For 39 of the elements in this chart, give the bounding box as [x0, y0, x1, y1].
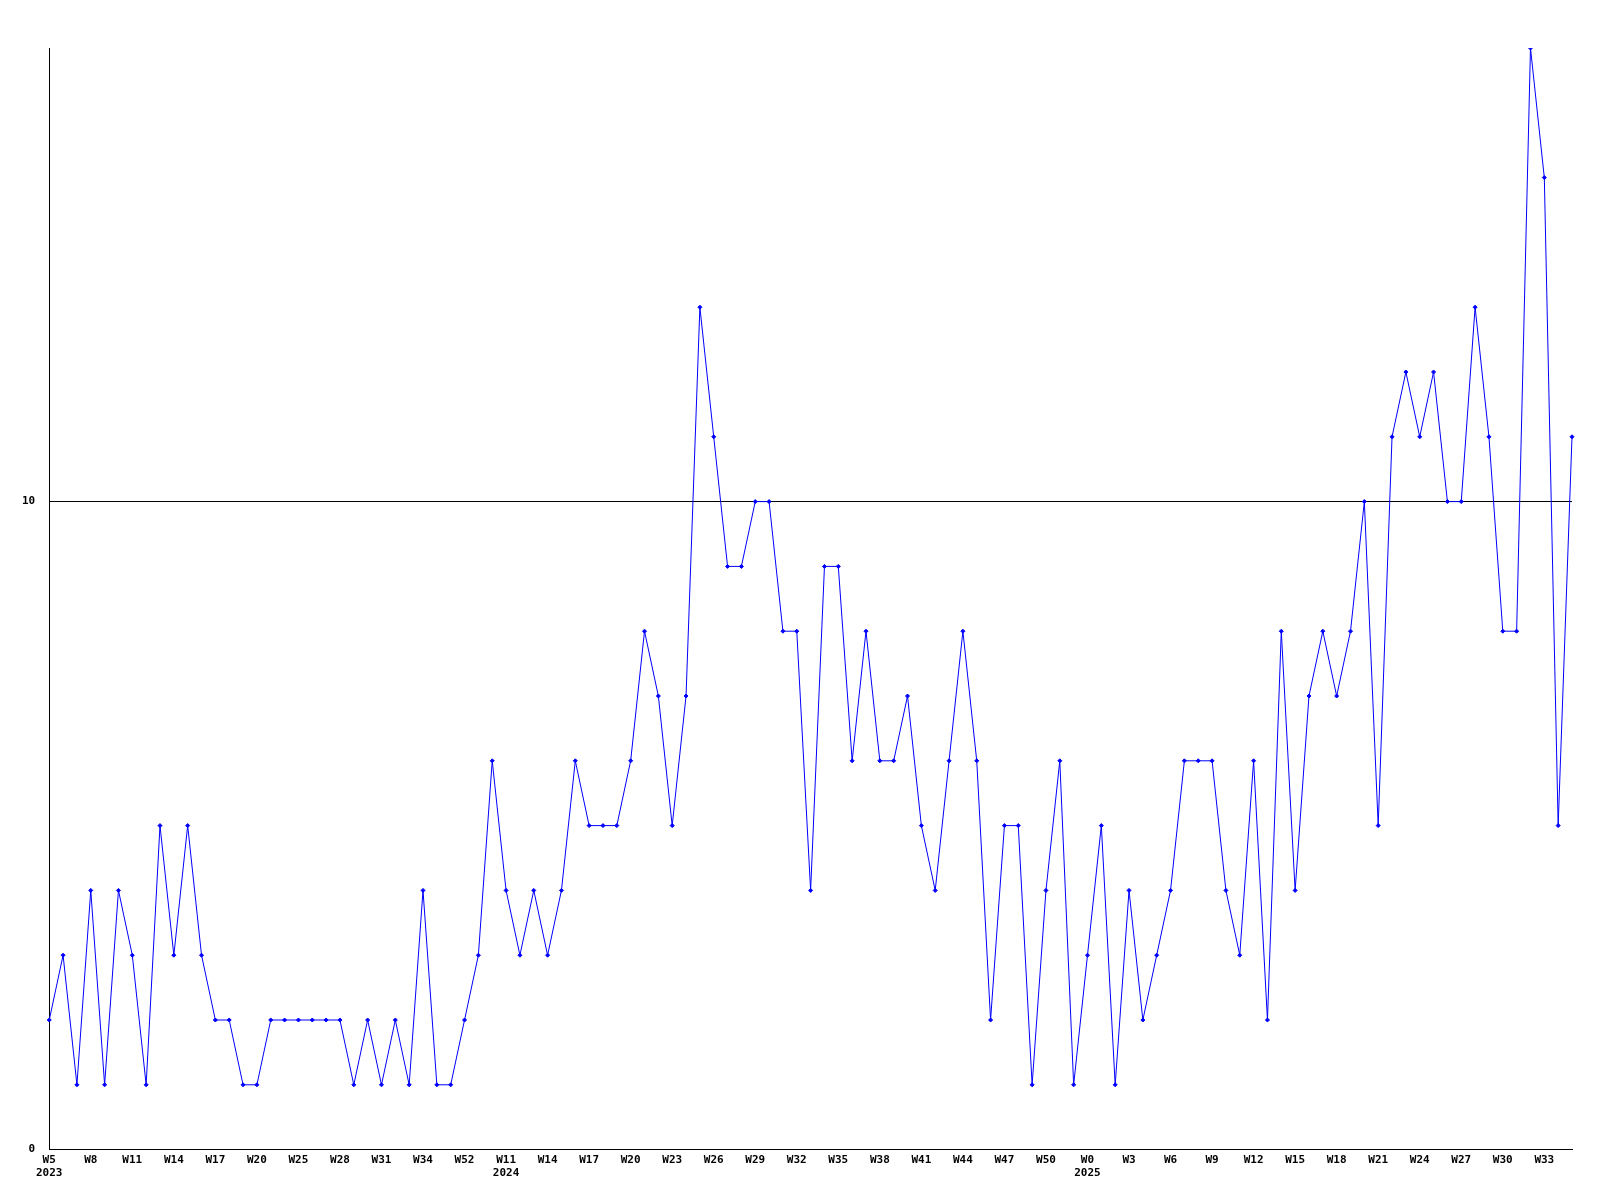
x-tick-label: W27 — [1451, 1153, 1472, 1167]
y-tick-label: 10 — [22, 494, 36, 508]
x-tick-label: W6 — [1163, 1153, 1178, 1167]
x-tick-label: W33 — [1534, 1153, 1555, 1167]
x-tick-label: W14 — [537, 1153, 558, 1167]
x-tick-label: W20 — [246, 1153, 267, 1167]
x-tick-label: W44 — [952, 1153, 974, 1167]
x-tick-label: W20 — [620, 1153, 641, 1167]
x-tick-label: W9 — [1205, 1153, 1219, 1167]
x-tick-label: W12 — [1243, 1153, 1264, 1167]
x-tick-label: W21 — [1368, 1153, 1389, 1167]
x-tick-label: W31 — [371, 1153, 392, 1167]
x-tick-label: W50 — [1036, 1153, 1056, 1167]
y-tick-label: 0 — [28, 1142, 36, 1156]
x-tick-label: W34 — [413, 1153, 434, 1167]
x-tick-label: W38 — [869, 1153, 890, 1167]
x-tick-label: W47 — [994, 1153, 1015, 1167]
x-tick-label: W30 — [1492, 1153, 1513, 1167]
x-tick-label: W26 — [703, 1153, 725, 1167]
x-tick-label: W28 — [330, 1153, 350, 1167]
x-tick-label: W25 — [288, 1153, 309, 1167]
x-tick-label: W41 — [911, 1153, 932, 1167]
x-tick-label: W15 — [1285, 1153, 1306, 1167]
x-tick-label: W5 2023 — [36, 1153, 63, 1180]
x-tick-label: W17 — [205, 1153, 226, 1167]
x-tick-label: W17 — [579, 1153, 600, 1167]
x-tick-label: W32 — [786, 1153, 807, 1167]
x-tick-label: W23 — [662, 1153, 683, 1167]
x-tick-label: W0 2025 — [1074, 1153, 1101, 1180]
x-tick-label: W24 — [1409, 1153, 1431, 1167]
x-tick-label: W35 — [828, 1153, 849, 1167]
x-tick-label: W29 — [745, 1153, 766, 1167]
x-tick-label: W3 — [1122, 1153, 1136, 1167]
x-tick-label: W14 — [163, 1153, 185, 1167]
x-tick-label: W18 — [1326, 1153, 1347, 1167]
x-tick-label: W8 — [84, 1153, 98, 1167]
x-tick-label: W52 — [454, 1153, 475, 1167]
x-tick-label: W11 — [122, 1153, 143, 1167]
x-tick-label: W11 2024 — [492, 1153, 520, 1180]
